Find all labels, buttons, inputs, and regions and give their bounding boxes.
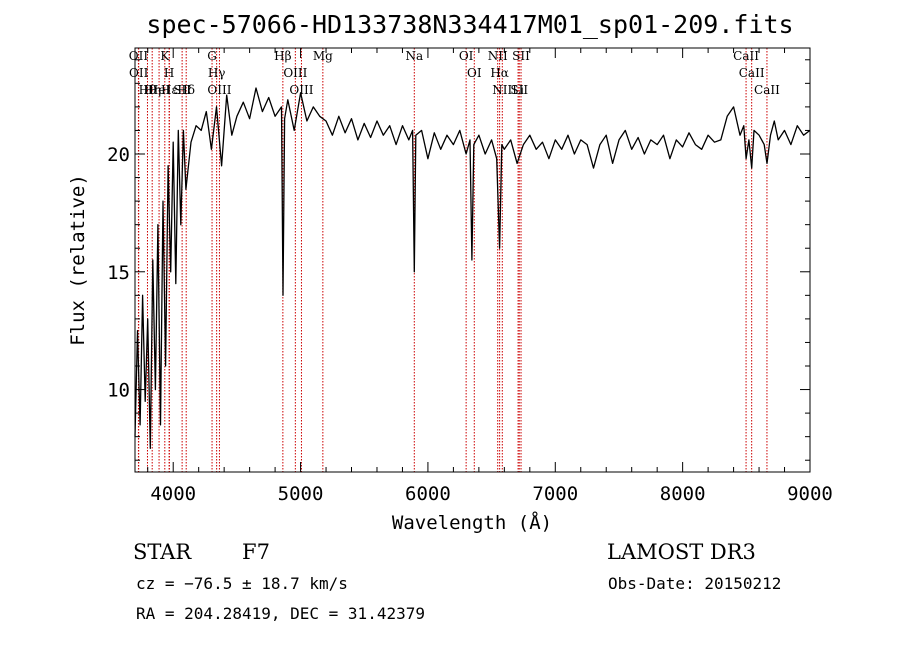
x-tick-label: 5000 xyxy=(278,483,324,505)
x-tick-label: 6000 xyxy=(405,483,451,505)
line-marker-label: Hα xyxy=(490,66,509,80)
line-marker-label: OIII xyxy=(289,83,313,97)
chart-title: spec-57066-HD133738N334417M01_sp01-209.f… xyxy=(146,10,793,39)
line-marker-label: G xyxy=(207,49,217,63)
x-tick-label: 8000 xyxy=(660,483,706,505)
line-marker-label: SII xyxy=(512,49,530,63)
line-marker-label: OIII xyxy=(207,83,231,97)
line-marker-label: Mg xyxy=(313,49,333,63)
y-tick-label: 15 xyxy=(107,262,130,284)
x-axis-label: Wavelength (Å) xyxy=(392,511,552,534)
x-tick-label: 7000 xyxy=(532,483,578,505)
line-marker-label: CaII xyxy=(733,49,759,63)
line-marker-label: SII xyxy=(510,83,528,97)
line-marker-label: CaII xyxy=(754,83,780,97)
y-tick-label: 20 xyxy=(107,144,130,166)
line-marker-label: Li xyxy=(512,83,524,97)
spectral-line-markers xyxy=(137,48,768,472)
marker-labels: OIIOIIHθHηHeIKHHεSIIHδGHγOIIIHβOIIIOIIIM… xyxy=(129,49,780,97)
line-marker-label: Hε xyxy=(161,83,178,97)
x-tick-label: 4000 xyxy=(150,483,196,505)
line-marker-label: OII xyxy=(129,66,149,80)
redshift-value: cz = −76.5 ± 18.7 km/s xyxy=(136,574,348,593)
line-marker-label: OII xyxy=(129,49,149,63)
object-class: STAR xyxy=(133,540,192,564)
line-marker-label: Hθ xyxy=(139,83,157,97)
object-subclass: F7 xyxy=(242,540,270,564)
line-marker-label: OI xyxy=(467,66,482,80)
line-marker-label: Hγ xyxy=(208,66,226,80)
line-marker-label: NII xyxy=(488,49,508,63)
line-marker-label: Hη xyxy=(143,83,161,97)
line-marker-label: OI xyxy=(459,49,474,63)
y-axis-label: Flux (relative) xyxy=(67,174,89,346)
axis-ticks: 4000 5000 6000 7000 8000 9000 10 15 20 xyxy=(107,48,833,505)
survey-name: LAMOST DR3 xyxy=(607,540,756,564)
coordinates: RA = 204.28419, DEC = 31.42379 xyxy=(136,604,425,623)
line-marker-label: HeI xyxy=(148,83,171,97)
x-tick-label: 9000 xyxy=(787,483,833,505)
line-marker-label: Hδ xyxy=(177,83,195,97)
observation-date: Obs-Date: 20150212 xyxy=(608,574,781,593)
line-marker-label: H xyxy=(164,66,174,80)
y-tick-label: 10 xyxy=(107,380,130,402)
line-marker-label: CaII xyxy=(739,66,765,80)
line-marker-label: K xyxy=(160,49,170,63)
line-marker-label: Hβ xyxy=(274,49,291,63)
plot-frame xyxy=(134,47,811,473)
line-marker-label: OIII xyxy=(283,66,307,80)
line-marker-label: Na xyxy=(405,49,423,63)
line-marker-label: NII xyxy=(492,83,512,97)
spectrum-flux-line xyxy=(134,87,811,450)
series-layer xyxy=(134,87,811,450)
line-marker-label: SII xyxy=(173,83,191,97)
